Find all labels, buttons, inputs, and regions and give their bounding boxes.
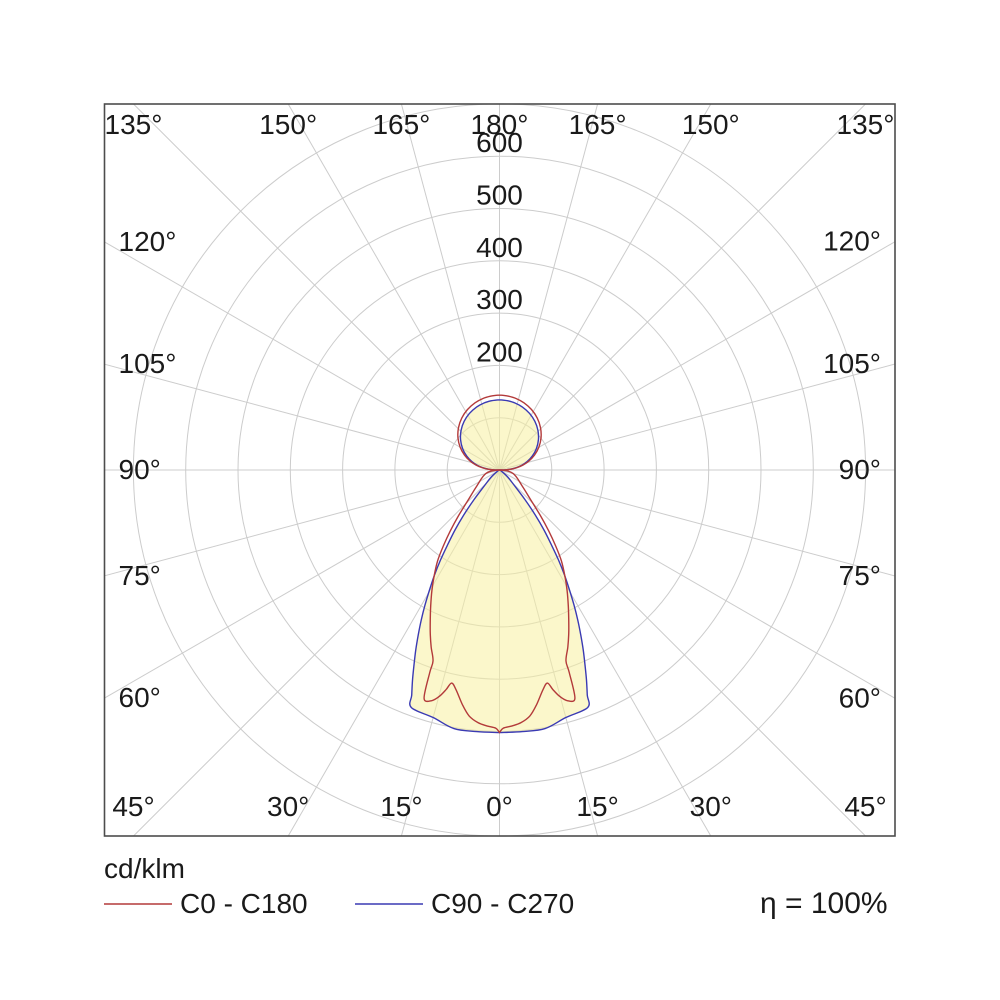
svg-text:600: 600 [476, 127, 523, 158]
svg-text:200: 200 [476, 336, 523, 367]
svg-text:165°: 165° [372, 109, 430, 140]
svg-text:C0 - C180: C0 - C180 [180, 888, 308, 919]
svg-text:135°: 135° [837, 109, 895, 140]
svg-text:120°: 120° [119, 226, 177, 257]
svg-text:150°: 150° [682, 109, 740, 140]
svg-text:15°: 15° [380, 791, 422, 822]
svg-text:30°: 30° [267, 791, 309, 822]
svg-text:75°: 75° [839, 560, 881, 591]
svg-text:45°: 45° [112, 791, 154, 822]
svg-text:30°: 30° [690, 791, 732, 822]
svg-text:165°: 165° [569, 109, 627, 140]
svg-text:105°: 105° [823, 348, 881, 379]
svg-text:90°: 90° [839, 454, 881, 485]
svg-text:135°: 135° [105, 109, 163, 140]
svg-text:C90 - C270: C90 - C270 [431, 888, 574, 919]
svg-text:150°: 150° [259, 109, 317, 140]
svg-text:45°: 45° [844, 791, 886, 822]
svg-text:15°: 15° [576, 791, 618, 822]
svg-text:0°: 0° [486, 791, 513, 822]
svg-text:300: 300 [476, 284, 523, 315]
svg-text:75°: 75° [119, 560, 161, 591]
svg-text:120°: 120° [823, 226, 881, 257]
svg-text:cd/klm: cd/klm [104, 853, 185, 884]
svg-text:η = 100%: η = 100% [760, 887, 888, 920]
svg-text:60°: 60° [839, 682, 881, 713]
svg-text:60°: 60° [119, 682, 161, 713]
svg-text:400: 400 [476, 232, 523, 263]
svg-text:500: 500 [476, 180, 523, 211]
svg-text:90°: 90° [119, 454, 161, 485]
svg-text:105°: 105° [119, 348, 177, 379]
